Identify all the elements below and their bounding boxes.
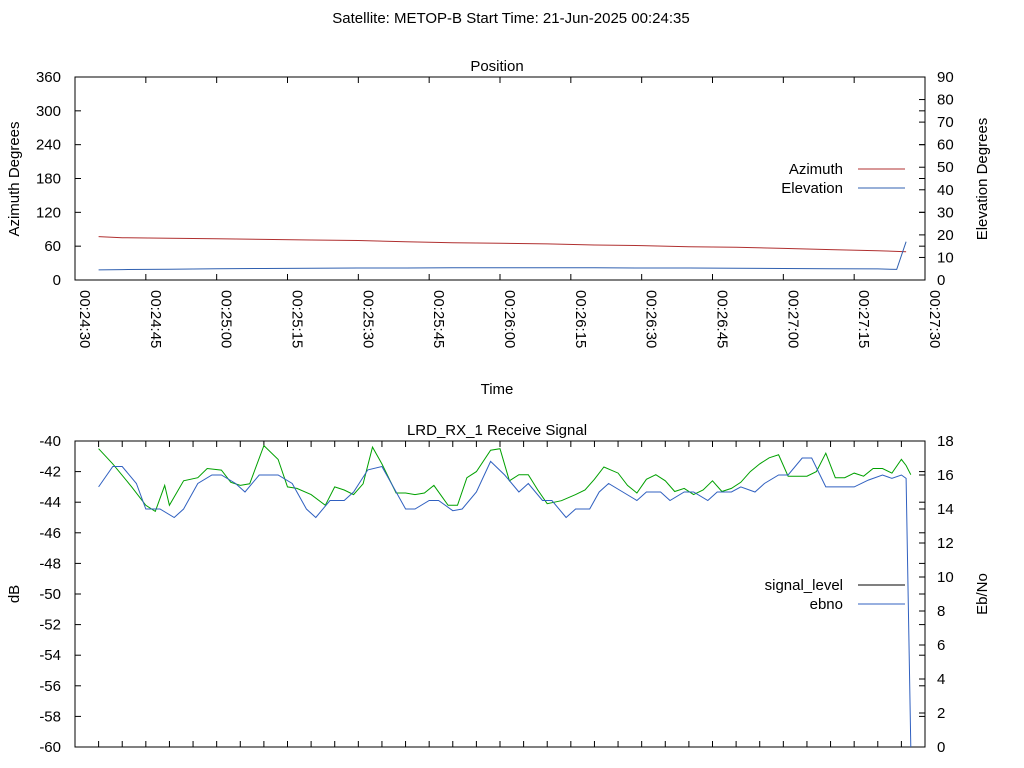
page-title: Satellite: METOP-B Start Time: 21-Jun-20… — [332, 10, 689, 27]
position-chart: Position 0 60 120 180 240 300 360 0 10 20 30 40 50 6… — [6, 58, 991, 398]
position-series — [98, 236, 907, 271]
y-tick-label: 120 — [36, 204, 61, 221]
y2-tick-label: 50 — [937, 159, 954, 176]
signal-plot-frame — [74, 440, 926, 748]
Elevation-line — [98, 241, 907, 271]
x-tick-label: 00:27:00 — [784, 290, 801, 348]
y2-tick-label: 90 — [937, 69, 954, 86]
y-tick-label: -58 — [39, 708, 61, 725]
x-tick-label: 00:25:45 — [430, 290, 447, 348]
y2-tick-label: 14 — [937, 501, 954, 518]
legend-ebno-label: ebno — [810, 596, 843, 613]
x-tick-label: 00:26:00 — [501, 290, 518, 348]
elevation-axis-label: Elevation Degrees — [974, 118, 991, 241]
azimuth-axis: 0 60 120 180 240 300 360 — [36, 69, 925, 289]
time-axis-label: Time — [481, 381, 514, 398]
y-tick-label: 300 — [36, 103, 61, 120]
y-tick-label: 240 — [36, 137, 61, 154]
position-legend: Azimuth Elevation — [781, 161, 905, 197]
y2-tick-label: 60 — [937, 137, 954, 154]
y2-tick-label: 20 — [937, 227, 954, 244]
x-tick-label: 00:26:15 — [572, 290, 589, 348]
y-tick-label: -56 — [39, 678, 61, 695]
x-tick-label: 00:25:30 — [359, 290, 376, 348]
Azimuth-line — [98, 236, 907, 253]
signal-time-axis — [74, 441, 926, 747]
y-tick-label: -44 — [39, 494, 61, 511]
y-tick-label: -42 — [39, 464, 61, 481]
y-tick-label: -46 — [39, 525, 61, 542]
elevation-axis: 0 10 20 30 40 50 60 70 80 90 — [919, 69, 954, 289]
y2-tick-label: 4 — [937, 671, 945, 688]
y2-tick-label: 70 — [937, 114, 954, 131]
x-tick-label: 00:27:15 — [855, 290, 872, 348]
y-tick-label: -48 — [39, 555, 61, 572]
y-tick-label: -50 — [39, 586, 61, 603]
y2-tick-label: 2 — [937, 705, 945, 722]
y2-tick-label: 0 — [937, 739, 945, 756]
signal-series — [98, 444, 912, 748]
y2-tick-label: 18 — [937, 433, 954, 450]
x-tick-label: 00:25:15 — [289, 290, 306, 348]
position-chart-title: Position — [470, 58, 523, 75]
y-tick-label: -52 — [39, 617, 61, 634]
x-tick-label: 00:24:30 — [76, 290, 93, 348]
legend-elevation-label: Elevation — [781, 180, 843, 197]
receive-signal-chart-title: LRD_RX_1 Receive Signal — [407, 422, 587, 439]
y2-tick-label: 0 — [937, 272, 945, 289]
y2-tick-label: 10 — [937, 569, 954, 586]
y2-tick-label: 80 — [937, 92, 954, 109]
legend-azimuth-label: Azimuth — [789, 161, 843, 178]
signal-legend: signal_level ebno — [765, 577, 905, 613]
x-tick-label: 00:25:00 — [218, 290, 235, 348]
db-axis: -40 -42 -44 -46 -48 -50 -52 -54 -56 -58 -60 — [39, 433, 925, 756]
y-tick-label: 0 — [53, 272, 61, 289]
ebno-axis: 0 2 4 6 8 10 12 14 16 18 — [919, 433, 954, 756]
y-tick-label: 60 — [44, 238, 61, 255]
y2-tick-label: 6 — [937, 637, 945, 654]
y-tick-label: -60 — [39, 739, 61, 756]
db-axis-label: dB — [6, 585, 23, 603]
legend-signal-level-label: signal_level — [765, 577, 843, 594]
y2-tick-label: 10 — [937, 249, 954, 266]
time-axis: 00:24:30 00:24:45 00:25:00 00:25:15 00:25:30… — [74, 77, 943, 348]
x-tick-label: 00:26:45 — [714, 290, 731, 348]
y2-tick-label: 30 — [937, 204, 954, 221]
position-plot-frame — [74, 76, 926, 281]
y-tick-label: 180 — [36, 171, 61, 188]
signal_level-line — [98, 444, 912, 513]
azimuth-axis-label: Azimuth Degrees — [6, 121, 23, 236]
x-tick-label: 00:26:30 — [643, 290, 660, 348]
ebno-line — [98, 457, 912, 748]
receive-signal-chart: LRD_RX_1 Receive Signal -40-42-44-46-48-… — [6, 422, 991, 756]
y2-tick-label: 12 — [937, 535, 954, 552]
y-tick-label: 360 — [36, 69, 61, 86]
x-tick-label: 00:27:30 — [926, 290, 943, 348]
y2-tick-label: 40 — [937, 182, 954, 199]
y-tick-label: -40 — [39, 433, 61, 450]
y2-tick-label: 16 — [937, 467, 954, 484]
ebno-axis-label: Eb/No — [974, 573, 991, 615]
x-tick-label: 00:24:45 — [147, 290, 164, 348]
y2-tick-label: 8 — [937, 603, 945, 620]
y-tick-label: -54 — [39, 647, 61, 664]
